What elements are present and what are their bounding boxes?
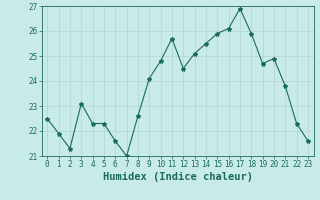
X-axis label: Humidex (Indice chaleur): Humidex (Indice chaleur) [103,172,252,182]
